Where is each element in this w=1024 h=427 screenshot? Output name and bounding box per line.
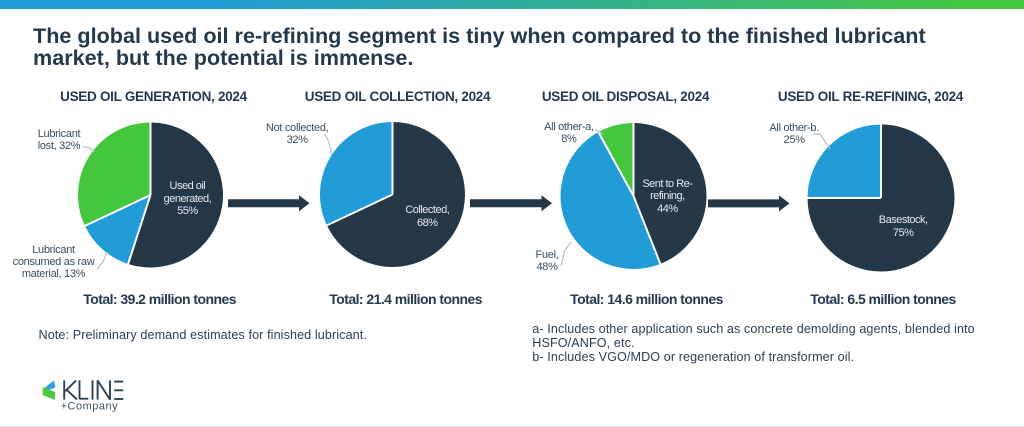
svg-text:+Company: +Company xyxy=(61,401,119,413)
